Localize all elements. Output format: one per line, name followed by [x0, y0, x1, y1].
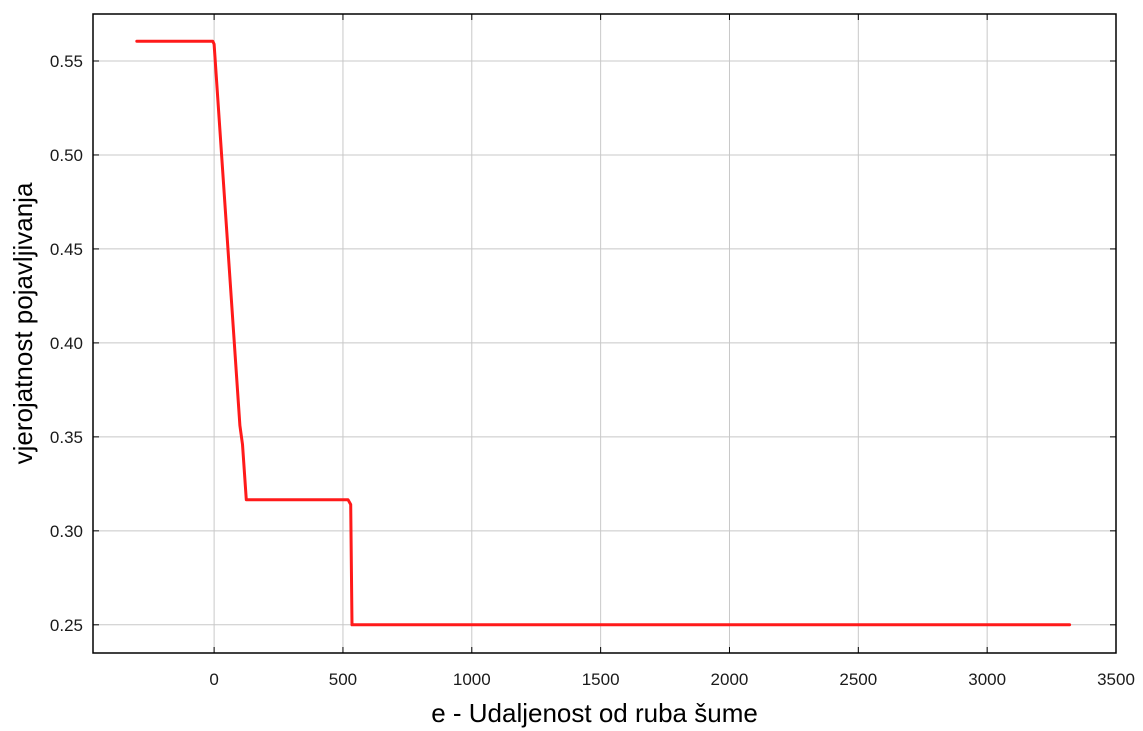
- y-tick-label: 0.25: [50, 616, 83, 635]
- axis-ticks: [93, 14, 1117, 653]
- x-axis-label: e - Udaljenost od ruba šume: [431, 698, 758, 728]
- x-tick-label: 0: [209, 670, 218, 689]
- y-axis-label: vjerojatnost pojavljivanja: [8, 182, 38, 464]
- y-tick-labels: 0.25 0.30 0.35 0.40 0.45 0.50 0.55: [50, 52, 83, 635]
- x-tick-label: 2000: [711, 670, 749, 689]
- series-group: [135, 39, 1072, 627]
- series-line: [135, 39, 1072, 627]
- x-tick-label: 1000: [453, 670, 491, 689]
- y-tick-label: 0.35: [50, 428, 83, 447]
- x-tick-label: 500: [329, 670, 357, 689]
- x-tick-label: 1500: [582, 670, 620, 689]
- x-tick-label: 3500: [1097, 670, 1135, 689]
- y-tick-label: 0.40: [50, 334, 83, 353]
- x-tick-labels: 0 500 1000 1500 2000 2500 3000 3500: [209, 670, 1135, 689]
- y-tick-label: 0.55: [50, 52, 83, 71]
- plot-frame: [92, 13, 1117, 654]
- x-tick-label: 2500: [839, 670, 877, 689]
- grid-lines: [93, 14, 1117, 653]
- y-tick-label: 0.30: [50, 522, 83, 541]
- y-tick-label: 0.45: [50, 240, 83, 259]
- x-tick-label: 3000: [968, 670, 1006, 689]
- y-tick-label: 0.50: [50, 146, 83, 165]
